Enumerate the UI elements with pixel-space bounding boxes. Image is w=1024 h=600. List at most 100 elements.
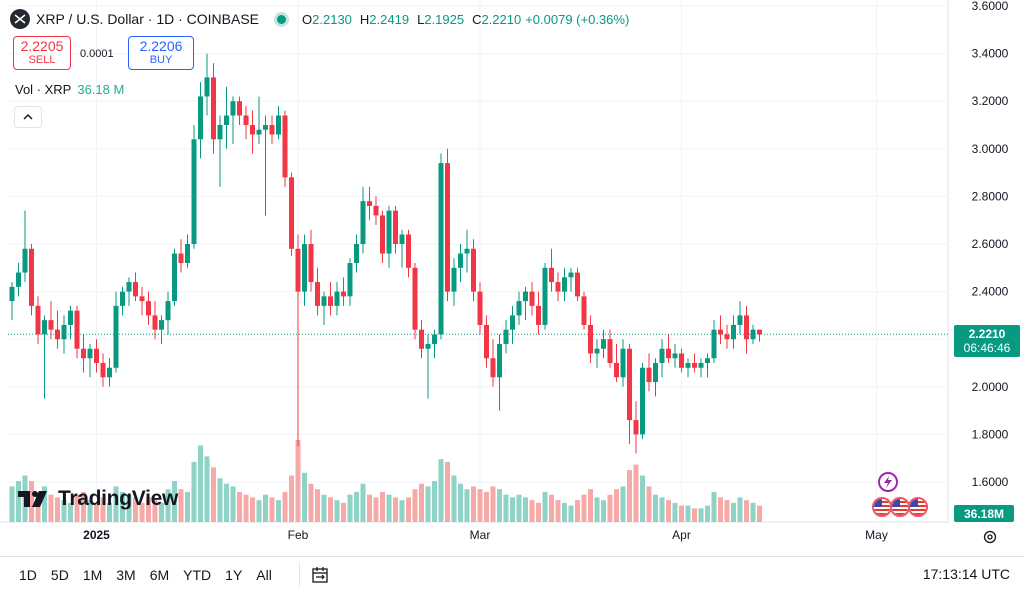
candle-body [627, 348, 632, 421]
volume-bar [276, 500, 281, 522]
flash-event-icon[interactable] [878, 472, 898, 492]
volume-legend[interactable]: Vol · XRP 36.18 M [15, 82, 124, 97]
volume-bar [497, 489, 502, 522]
volume-bar [432, 481, 437, 522]
volume-bar [185, 491, 190, 522]
volume-bar [9, 486, 15, 522]
candle-body [68, 310, 73, 325]
candle-body [438, 163, 444, 335]
candle-body [22, 248, 28, 273]
candle-body [490, 358, 496, 378]
volume-bar [74, 494, 80, 522]
volume-bar [107, 502, 112, 522]
candle-body [120, 291, 125, 306]
timeframe-1m[interactable]: 1M [76, 561, 109, 589]
candle-body [497, 343, 502, 378]
timeframe-1y[interactable]: 1Y [218, 561, 249, 589]
candle-body [568, 272, 574, 278]
volume-bar [666, 500, 671, 522]
candle-body [731, 324, 736, 340]
high-value: 2.2419 [369, 11, 410, 27]
us-flag-event-icon[interactable] [872, 497, 892, 517]
volume-bar [308, 483, 314, 522]
price-tick-label: 2.8000 [972, 189, 1009, 203]
candle-body [646, 367, 652, 383]
us-flag-event-icon[interactable] [890, 497, 910, 517]
volume-bar [744, 500, 749, 522]
volume-bar [464, 489, 470, 522]
time-tick-label: Apr [672, 528, 691, 542]
candle-body [503, 329, 509, 344]
candle-body [321, 296, 327, 306]
tradingview-logo[interactable]: TradingView [18, 487, 178, 511]
volume-bar [503, 494, 509, 522]
candle-body [61, 324, 67, 340]
current-price-tag: 2.2210 06:46:46 [954, 325, 1020, 357]
candle-body [360, 201, 366, 244]
volume-bar [354, 491, 359, 522]
price-tick-label: 3.4000 [972, 47, 1009, 61]
price-axis[interactable]: 1.60001.80002.00002.20002.40002.60002.80… [972, 0, 1009, 489]
candle-body [16, 272, 21, 287]
utc-clock[interactable]: 17:13:14 UTC [922, 566, 1010, 582]
price-tick-label: 3.0000 [972, 142, 1009, 156]
volume-bar [685, 505, 691, 522]
sell-button[interactable]: 2.2205 SELL [13, 36, 71, 70]
tradingview-logo-text: TradingView [58, 487, 179, 510]
candle-body [269, 125, 275, 135]
candle-body [542, 267, 548, 325]
volume-bar [477, 489, 483, 522]
candle-body [653, 363, 658, 383]
volume-bar [471, 486, 476, 522]
buy-button[interactable]: 2.2206 BUY [128, 36, 194, 70]
timeframe-3m[interactable]: 3M [109, 561, 142, 589]
price-tick-label: 1.8000 [972, 427, 1009, 441]
candle-body [601, 339, 606, 349]
chart-header: XRP / U.S. Dollar · 1D · COINBASE O2.213… [10, 8, 629, 30]
volume-bar [653, 494, 658, 522]
candle-body [159, 320, 164, 330]
candle-body [178, 253, 184, 264]
volume-bar [750, 502, 756, 522]
volume-bar [425, 486, 431, 522]
volume-bar [568, 505, 574, 522]
time-axis[interactable]: 2025 Feb Mar Apr May [83, 528, 888, 542]
candle-body [640, 367, 645, 435]
volume-bar [230, 486, 236, 522]
timeframe-ytd[interactable]: YTD [176, 561, 218, 589]
settings-gear-icon[interactable] [980, 527, 1000, 547]
volume-bar [607, 494, 613, 522]
timeframe-all[interactable]: All [249, 561, 279, 589]
volume-bar [646, 486, 652, 522]
volume-legend-label: Vol · XRP [15, 82, 72, 97]
volume-bar [419, 483, 424, 522]
economic-events[interactable] [872, 470, 928, 520]
volume-bar [152, 500, 158, 522]
timeframe-5d[interactable]: 5D [44, 561, 76, 589]
volume-bar [614, 489, 619, 522]
candle-body [48, 320, 54, 330]
volume-bar [16, 481, 21, 522]
us-flag-event-icon[interactable] [908, 497, 928, 517]
timeframe-6m[interactable]: 6M [143, 561, 176, 589]
candle-body [35, 305, 41, 335]
timeframe-1d[interactable]: 1D [12, 561, 44, 589]
collapse-legend-button[interactable] [14, 106, 42, 128]
volume-bar [737, 497, 743, 522]
volume-bar [659, 497, 665, 522]
candle-body [302, 244, 307, 292]
price-tick-label: 2.4000 [972, 285, 1009, 299]
volume-bar [172, 481, 177, 522]
volume-bar [42, 486, 47, 522]
volume-bar [68, 502, 73, 522]
volume-bar [445, 461, 450, 522]
volume-bar [705, 505, 710, 522]
symbol-title[interactable]: XRP / U.S. Dollar · 1D · COINBASE [36, 11, 260, 27]
xrp-symbol-icon[interactable] [10, 9, 30, 29]
volume-bar [295, 440, 301, 522]
candle-body [191, 139, 197, 244]
candle-body [172, 253, 177, 302]
date-range-icon[interactable] [298, 563, 332, 587]
volume-bar [113, 486, 119, 522]
